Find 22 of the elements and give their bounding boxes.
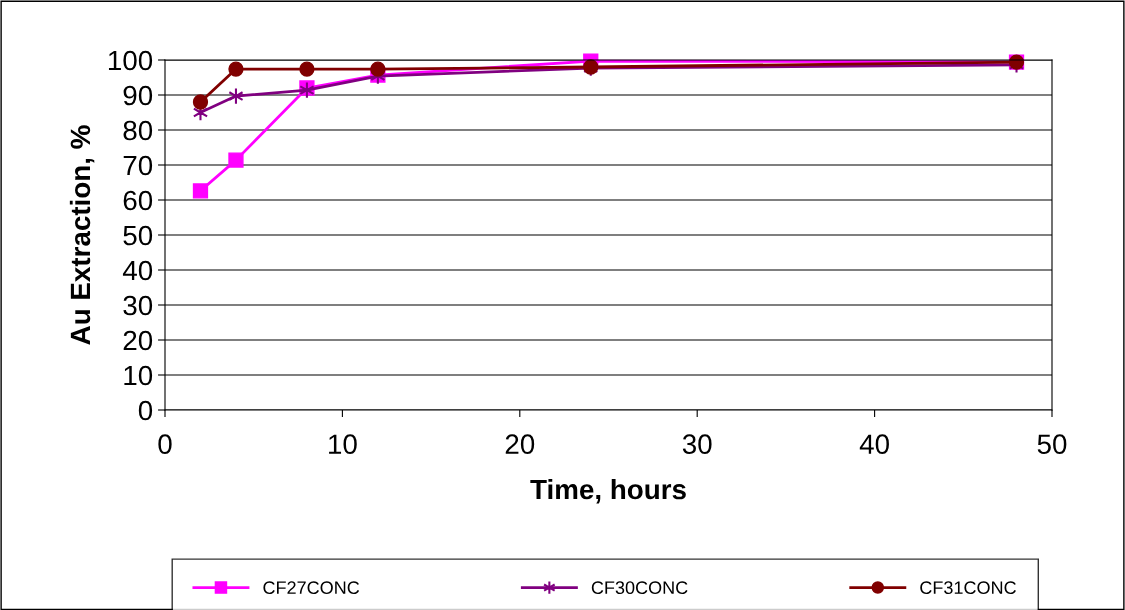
x-tick-label: 0 (158, 434, 172, 455)
y-tick-label: 100 (108, 50, 153, 71)
y-tick-label: 70 (123, 155, 153, 176)
x-tick-label: 20 (505, 434, 535, 455)
x-tick-label: 40 (859, 434, 889, 455)
x-axis-title: Time, hours (530, 478, 686, 504)
x-tick-label: 30 (682, 434, 712, 455)
y-tick-label: 10 (124, 365, 153, 386)
x-tick-label: 50 (1037, 434, 1067, 455)
y-axis-title: Au Extraction, % (69, 125, 95, 345)
y-tick-label: 40 (122, 260, 153, 281)
x-tick-label: 10 (329, 434, 357, 455)
legend-label: CF30CONC (591, 581, 688, 595)
y-tick-label: 90 (123, 85, 153, 106)
y-tick-label: 0 (138, 400, 153, 421)
legend-label: CF31CONC (920, 581, 1016, 595)
y-tick-label: 20 (123, 330, 153, 351)
legend-label: CF27CONC (263, 581, 360, 595)
y-tick-label: 30 (123, 295, 153, 316)
y-tick-label: 60 (123, 190, 153, 211)
y-tick-label: 50 (123, 225, 153, 246)
y-tick-label: 80 (123, 120, 153, 141)
